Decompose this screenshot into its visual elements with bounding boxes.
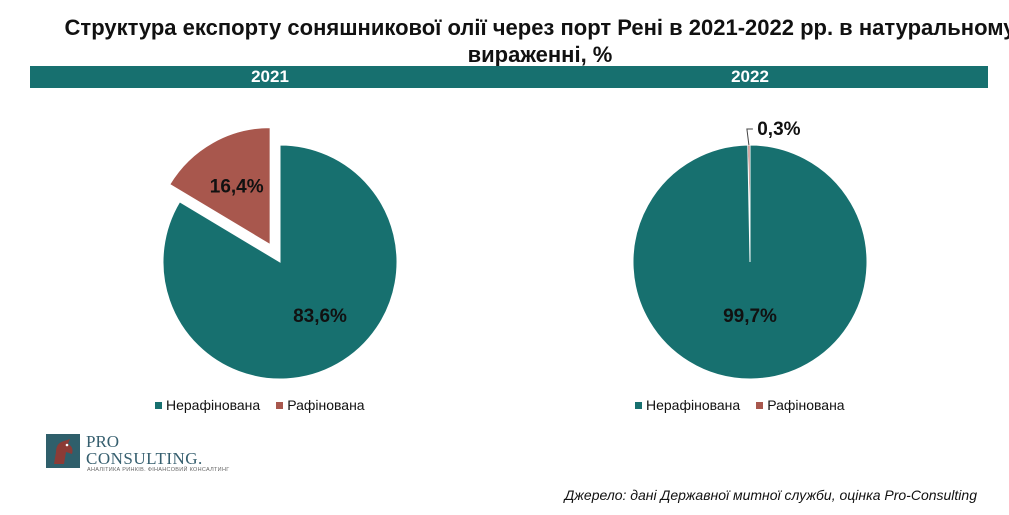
year-header-band: [30, 66, 988, 88]
legend-label-refined: Рафінована: [767, 397, 845, 413]
pro-consulting-logo: PRO CONSULTING. АНАЛІТИКА РИНКІВ. ФІНАНС…: [46, 432, 229, 474]
pie-chart-2022: 0,3% 99,7%: [632, 119, 868, 380]
data-label-unrefined: 83,6%: [293, 306, 347, 327]
legend-label-unrefined: Нерафінована: [166, 397, 261, 413]
legend-2021: Нерафінована Рафінована: [155, 395, 381, 415]
legend-swatch-refined: [756, 401, 764, 409]
pie-chart-2021: 16,4% 83,6%: [162, 127, 398, 380]
pie-slice-refined: [169, 127, 271, 246]
legend-label-refined: Рафінована: [287, 397, 365, 413]
legend-swatch-unrefined: [635, 401, 642, 409]
logo-tagline: АНАЛІТИКА РИНКІВ. ФІНАНСОВИЙ КОНСАЛТИНГ: [87, 467, 230, 473]
legend-swatch-refined: [276, 401, 284, 409]
legend-item-refined: Рафінована: [756, 397, 845, 413]
leader-line: [746, 128, 753, 146]
logo-text-pro: PRO: [86, 432, 120, 451]
legend-item-unrefined: Нерафінована: [635, 397, 740, 413]
pie-slice-unrefined: [632, 144, 868, 380]
legend-label-unrefined: Нерафінована: [646, 397, 741, 413]
logo-text-consulting: CONSULTING.: [86, 449, 203, 468]
legend-item-unrefined: Нерафінована: [155, 397, 260, 413]
legend-2022: Нерафінована Рафінована: [635, 395, 861, 415]
data-label-unrefined: 99,7%: [723, 306, 777, 327]
data-label-refined: 16,4%: [210, 177, 264, 198]
year-label-2021: 2021: [251, 67, 289, 86]
horse-logo-icon: [46, 434, 80, 468]
data-label-refined: 0,3%: [757, 119, 800, 140]
year-label-2022: 2022: [731, 67, 769, 86]
legend-item-refined: Рафінована: [276, 397, 365, 413]
source-note: Джерело: дані Державної митної служби, о…: [564, 487, 977, 503]
legend-swatch-unrefined: [155, 401, 162, 409]
pie-slice-unrefined: [162, 144, 398, 380]
chart-title: Структура експорту соняшникової олії чер…: [64, 15, 1009, 67]
